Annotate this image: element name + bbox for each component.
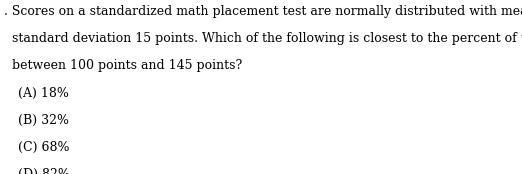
Text: (B) 32%: (B) 32% — [18, 114, 69, 127]
Text: standard deviation 15 points. Which of the following is closest to the percent o: standard deviation 15 points. Which of t… — [4, 32, 522, 45]
Text: (A) 18%: (A) 18% — [18, 87, 69, 100]
Text: . Scores on a standardized math placement test are normally distributed with mea: . Scores on a standardized math placemen… — [4, 5, 522, 18]
Text: (C) 68%: (C) 68% — [18, 141, 70, 154]
Text: (D) 82%: (D) 82% — [18, 168, 70, 174]
Text: between 100 points and 145 points?: between 100 points and 145 points? — [4, 59, 242, 72]
